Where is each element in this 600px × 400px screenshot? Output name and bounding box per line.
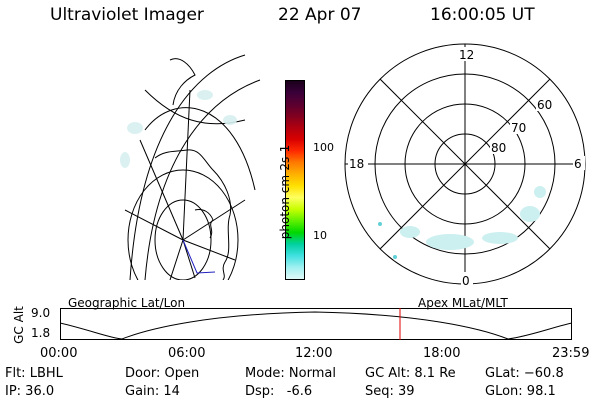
aurora-patch-3: [223, 115, 237, 125]
timeline-left-label: Geographic Lat/Lon: [68, 296, 186, 310]
mlt-label-12: 12: [459, 48, 474, 62]
date-label: 22 Apr 07: [278, 5, 362, 25]
meridian-2: [182, 239, 196, 279]
status-gain: Gain: 14: [125, 384, 180, 399]
timeline-y-tick-1-8: 1.8: [31, 326, 51, 340]
timeline-plot: [60, 308, 572, 340]
latitude-ring-1: [154, 199, 212, 280]
colorbar-gradient: [286, 81, 304, 279]
meridian-3: [182, 239, 236, 261]
aurora-patch-1: [127, 122, 143, 134]
colorbar-unit-label: photon cm-2s-1: [278, 144, 292, 240]
status-glon: GLon: 98.1: [485, 384, 556, 399]
map-edge-inner: [144, 79, 261, 280]
colorbar: [285, 80, 305, 280]
coastline-peninsula: [194, 209, 214, 239]
meridian-6: [139, 139, 184, 241]
aurora-patch-4: [120, 152, 130, 168]
meridian-5: [182, 89, 191, 241]
aurora-oval-1: [426, 234, 474, 250]
aurora-oval-2: [482, 232, 518, 244]
colorbar-tick-100: 100: [313, 141, 334, 154]
meridian-7: [124, 209, 184, 241]
colorbar-tick-10: 10: [313, 229, 327, 242]
polar-diag-2: [379, 78, 551, 250]
mlt-label-6: 6: [574, 157, 582, 171]
coastline-antarctica: [154, 149, 232, 280]
latitude-ring-2: [127, 169, 239, 280]
aurora-patch-2: [197, 90, 213, 100]
timeline-right-label: Apex MLat/MLT: [418, 296, 508, 310]
timeline-x-tick-1800: 18:00: [423, 346, 461, 361]
aurora-dot-1: [378, 222, 382, 226]
lat-label-80: 80: [491, 141, 506, 155]
altitude-curve: [60, 311, 572, 340]
timeline-x-tick-0000: 00:00: [40, 346, 78, 361]
status-dsp: Dsp: -6.6: [245, 384, 313, 399]
status-gc-alt: GC Alt: 8.1 Re: [365, 366, 456, 381]
orbit-trace: [182, 239, 216, 274]
timeline-frame: [60, 308, 572, 340]
timeline-y-label: GC Alt: [12, 306, 26, 344]
lat-label-70: 70: [511, 121, 526, 135]
status-seq: Seq: 39: [365, 384, 415, 399]
latitude-arc-3: [144, 107, 256, 191]
timeline-x-tick-2359: 23:59: [552, 346, 590, 361]
meridian-4: [182, 199, 246, 241]
aurora-oval-4: [534, 186, 546, 198]
status-flt: Flt: LBHL: [5, 366, 63, 381]
coastline-south-america: [169, 58, 196, 106]
status-ip: IP: 36.0: [5, 384, 55, 399]
polar-plot: 12 18 6 0 60 70 80: [344, 43, 586, 288]
geographic-map: [120, 54, 261, 280]
aurora-oval-3: [520, 206, 540, 222]
timeline-x-tick-1200: 12:00: [295, 346, 333, 361]
timeline-x-tick-0600: 06:00: [168, 346, 206, 361]
status-door: Door: Open: [125, 366, 200, 381]
time-label: 16:00:05 UT: [430, 5, 535, 25]
timeline-y-tick-9: 9.0: [31, 306, 51, 320]
status-mode: Mode: Normal: [245, 366, 336, 381]
aurora-oval-5: [400, 226, 420, 238]
status-glat: GLat: −60.8: [485, 366, 564, 381]
meridian-1: [169, 239, 184, 280]
map-edge-outer: [129, 54, 246, 280]
lat-label-60: 60: [537, 98, 552, 112]
mlt-label-0: 0: [462, 274, 470, 288]
instrument-title: Ultraviolet Imager: [50, 5, 204, 25]
aurora-dot-2: [393, 255, 397, 259]
mlt-label-18: 18: [349, 157, 364, 171]
